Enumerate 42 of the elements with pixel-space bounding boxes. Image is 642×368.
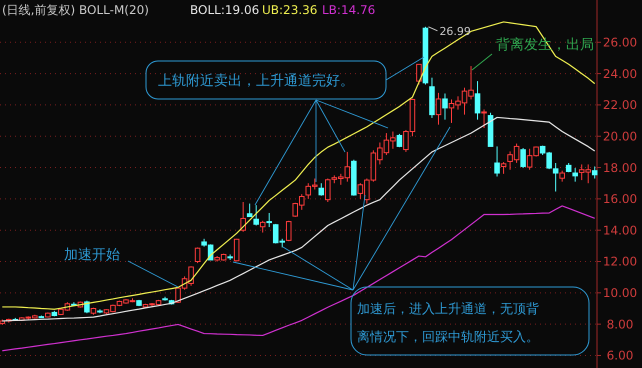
annotation: 加速开始 xyxy=(64,247,120,263)
candlestick xyxy=(520,147,526,169)
y-tick-label: 18.00 xyxy=(602,160,638,175)
y-tick-label: 26.00 xyxy=(602,35,638,50)
candlestick xyxy=(318,182,324,196)
candlestick xyxy=(559,170,565,182)
candlestick xyxy=(572,168,578,182)
candlestick xyxy=(260,220,266,234)
y-tick-label: 20.00 xyxy=(602,129,638,144)
y-tick-label: 24.00 xyxy=(602,66,638,81)
candlestick xyxy=(246,203,252,218)
candlestick xyxy=(194,246,200,264)
candlestick xyxy=(474,80,480,120)
y-tick-label: 22.00 xyxy=(602,98,638,112)
candlestick xyxy=(566,162,572,173)
line-series xyxy=(2,116,596,322)
candlestick xyxy=(253,204,259,226)
candlestick xyxy=(396,133,402,148)
candlestick xyxy=(416,64,422,86)
line-series xyxy=(2,205,596,352)
candlestick xyxy=(442,92,448,120)
candlestick xyxy=(481,108,487,128)
candlestick xyxy=(234,238,240,262)
candlestick xyxy=(592,166,598,180)
annotation: 26.99 xyxy=(439,24,471,38)
text: LB:14.76 xyxy=(322,3,376,17)
chart-title: (日线,前复权) BOLL-M(20) xyxy=(2,3,149,17)
text: BOLL:19.06 xyxy=(190,3,260,17)
candlestick xyxy=(266,212,272,228)
text: UB:23.36 xyxy=(262,3,318,17)
candlestick xyxy=(494,146,500,177)
y-tick-label: 10.00 xyxy=(602,286,638,300)
candlestick xyxy=(436,92,442,126)
y-tick-label: 6.00 xyxy=(606,348,634,363)
y-tick-label: 8.00 xyxy=(606,317,634,332)
annotation: 加速后，进入上升通道，无顶背离情况下，回踩中轨附近买入。 xyxy=(357,302,539,345)
y-tick-label: 16.00 xyxy=(602,192,638,206)
candlestick xyxy=(500,162,506,174)
y-tick-label: 12.00 xyxy=(602,254,638,269)
candlestick xyxy=(552,162,558,192)
y-tick-label: 14.00 xyxy=(602,223,638,238)
annotation: 上轨附近卖出，上升通道完好。 xyxy=(158,73,354,89)
